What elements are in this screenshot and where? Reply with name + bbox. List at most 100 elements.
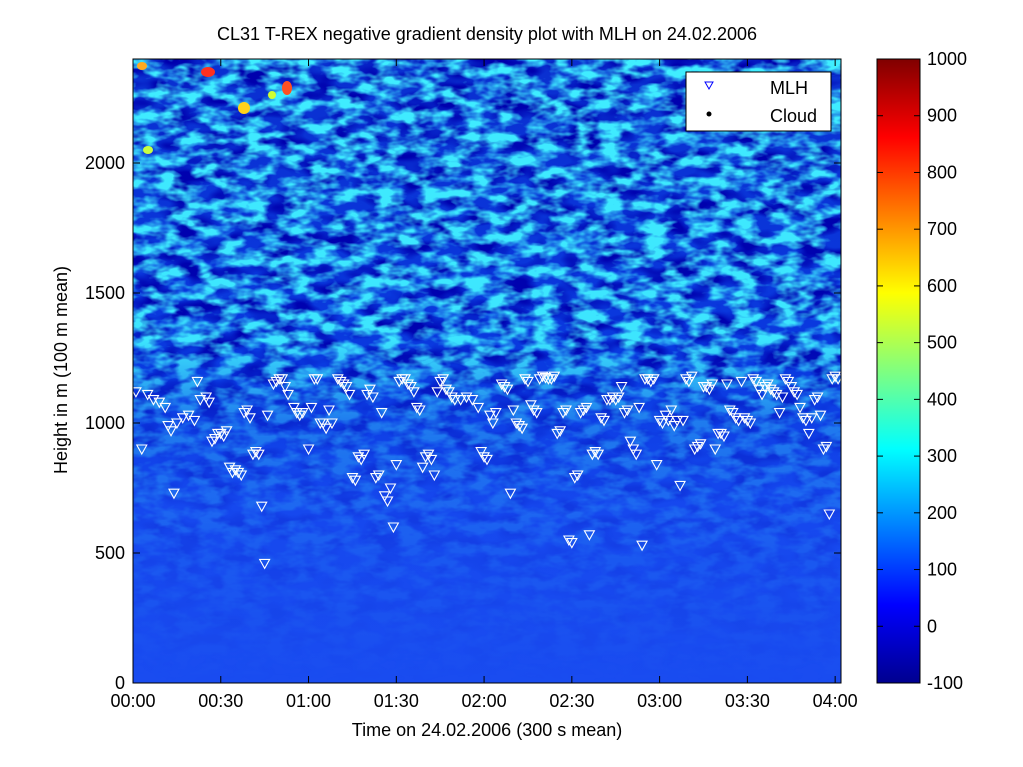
mlh-point (735, 376, 748, 388)
colorbar-tick-label: 700 (927, 219, 957, 239)
mlh-point (516, 423, 529, 435)
mlh-point (609, 395, 622, 406)
mlh-point (621, 405, 634, 417)
mlh-point (747, 374, 760, 385)
mlh-point (694, 439, 707, 450)
mlh-point (168, 488, 180, 500)
mlh-point (340, 382, 353, 393)
mlh-point (188, 415, 201, 427)
mlh-point (232, 467, 245, 479)
mlh-point (764, 384, 777, 396)
mlh-point (358, 449, 371, 461)
mlh-point (200, 392, 213, 404)
mlh-point (788, 387, 801, 398)
mlh-point (349, 475, 362, 487)
mlh-point (466, 395, 479, 406)
mlh-point (170, 418, 183, 430)
mlh-point (244, 413, 256, 424)
mlh-point (454, 395, 467, 406)
mlh-point (571, 470, 584, 482)
mlh-point (574, 408, 587, 419)
mlh-point (767, 387, 780, 398)
colorbar-tick-label: 500 (927, 333, 957, 353)
mlh-point (650, 460, 663, 471)
colorbar-tick-label: 400 (927, 389, 957, 409)
mlh-point (785, 382, 798, 393)
mlh-point (527, 405, 540, 417)
mlh-point (794, 402, 806, 414)
mlh-point (606, 392, 619, 404)
mlh-point (612, 392, 625, 404)
mlh-point (568, 473, 581, 484)
mlh-point (217, 431, 230, 443)
mlh-point (258, 558, 271, 570)
heatmap-hotspots (137, 62, 292, 154)
mlh-point (495, 379, 508, 391)
mlh-point (135, 444, 148, 456)
mlh-point (410, 402, 423, 414)
mlh-point (589, 447, 602, 458)
mlh-point (791, 389, 804, 401)
mlh-point (715, 428, 727, 440)
mlh-point (618, 408, 631, 419)
mlh-point (744, 418, 757, 430)
mlh-point (668, 421, 681, 432)
mlh-point (691, 441, 704, 453)
y-axis: 0 500 1000 1500 2000 (85, 153, 841, 693)
mlh-point (583, 530, 596, 541)
legend-mlh-marker (704, 81, 714, 91)
mlh-point (753, 384, 766, 396)
mlh-point (390, 460, 403, 471)
mlh-point (235, 470, 248, 482)
mlh-point (293, 410, 306, 422)
mlh-point (726, 408, 739, 419)
mlh-point (399, 374, 412, 385)
mlh-point (422, 449, 435, 461)
mlh-point (431, 387, 444, 398)
mlh-point (302, 444, 315, 456)
mlh-point (738, 413, 751, 424)
mlh-point (776, 392, 789, 404)
mlh-point (159, 402, 172, 414)
mlh-point (261, 410, 274, 422)
mlh-point (372, 470, 385, 482)
mlh-point (141, 389, 154, 401)
mlh-point (653, 415, 666, 427)
mlh-point (551, 428, 564, 440)
mlh-point (208, 434, 221, 445)
mlh-point (255, 501, 268, 513)
mlh-point (498, 382, 511, 393)
mlh-point (671, 415, 684, 427)
mlh-point (513, 421, 526, 432)
mlh-point (443, 387, 455, 398)
mlh-point (393, 376, 406, 388)
mlh-point (448, 395, 461, 406)
colorbar-tick-label: 0 (927, 616, 937, 636)
mlh-point (817, 444, 830, 456)
mlh-point (802, 428, 815, 440)
mlh-point (375, 408, 388, 419)
mlh-point (413, 405, 426, 417)
mlh-point (220, 426, 233, 437)
mlh-point (723, 405, 736, 417)
mlh-point (565, 538, 578, 549)
mlh-point (647, 374, 660, 385)
x-tick-label: 02:00 (462, 691, 507, 711)
mlh-point (706, 379, 719, 391)
mlh-point (703, 384, 716, 396)
mlh-point (323, 405, 335, 417)
mlh-point (656, 418, 669, 430)
colorbar-ticks: -100 0 100 200 300 400 500 600 700 800 900 1000 (877, 49, 967, 693)
legend-cloud-label: Cloud (770, 106, 817, 126)
mlh-point (560, 405, 572, 417)
mlh-point (779, 374, 792, 385)
mlh-point (630, 449, 643, 461)
y-tick-label: 1500 (85, 283, 125, 303)
mlh-point (153, 397, 166, 409)
mlh-point (191, 376, 204, 388)
mlh-point (799, 415, 812, 427)
mlh-point (805, 413, 818, 424)
colorbar-tick-label: 600 (927, 276, 957, 296)
mlh-point (729, 413, 742, 424)
mlh-point (337, 379, 350, 391)
